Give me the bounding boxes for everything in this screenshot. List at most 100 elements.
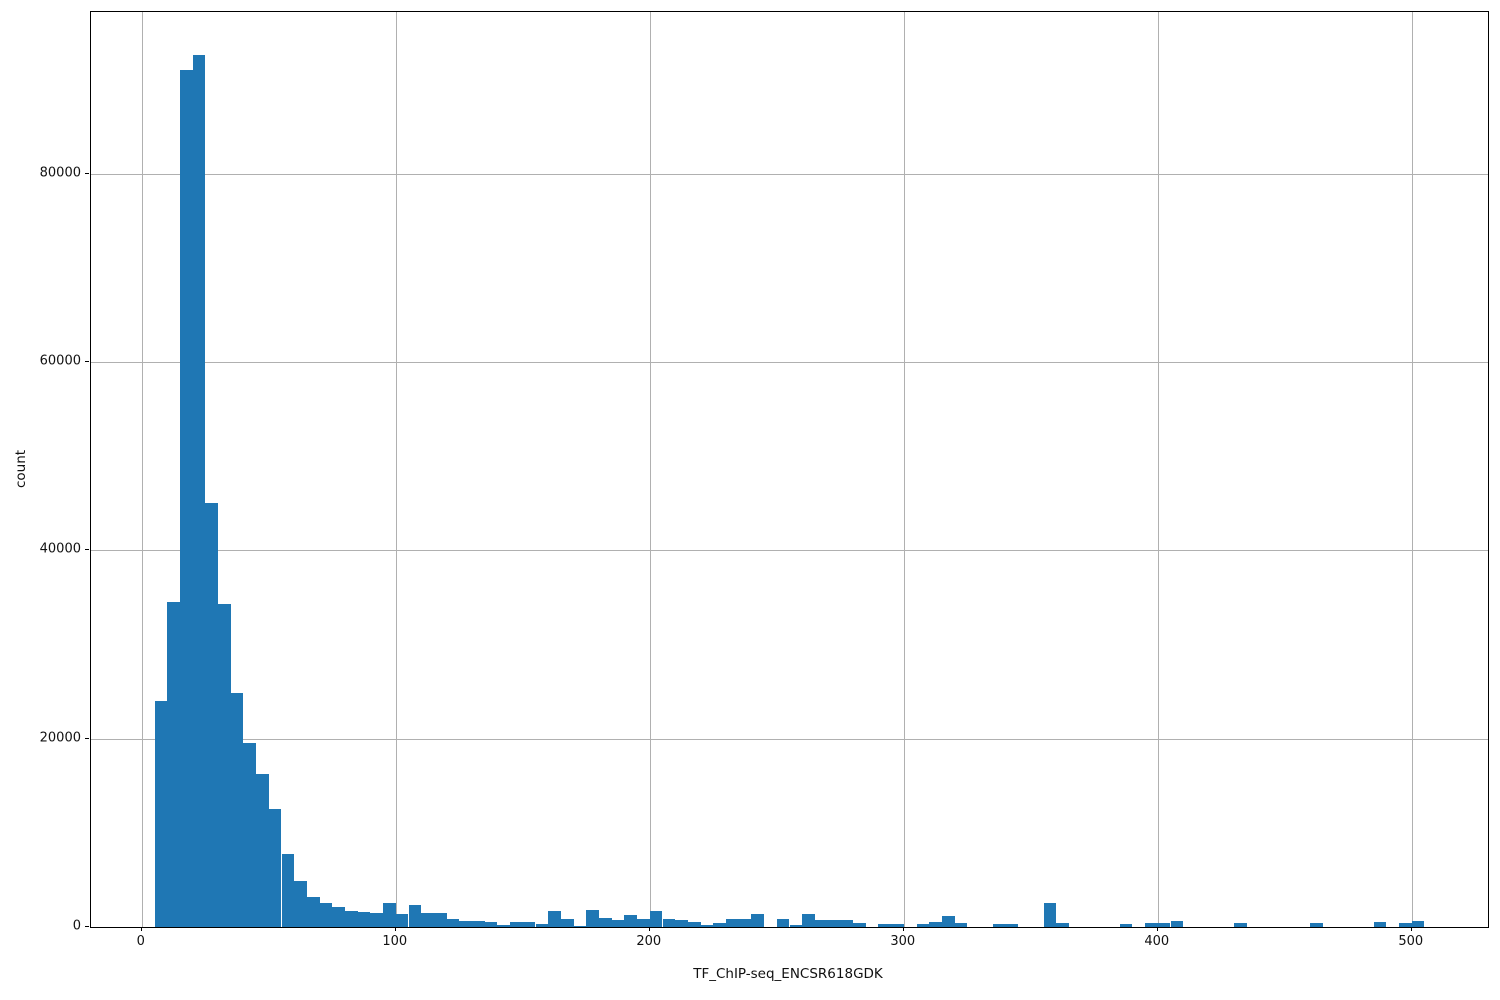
histogram-bar [675, 920, 688, 927]
histogram-bar [776, 919, 790, 927]
x-tick [394, 927, 396, 931]
y-gridline [91, 738, 1488, 740]
histogram-bar [218, 604, 231, 927]
histogram-bar [1411, 921, 1425, 927]
histogram-bar [700, 925, 714, 927]
histogram-bar [992, 923, 1006, 927]
histogram-bar [560, 918, 574, 927]
histogram-bar [789, 924, 803, 927]
y-tick [85, 737, 89, 739]
histogram-bar [1234, 923, 1247, 927]
histogram-bar [357, 912, 371, 927]
histogram-bar [383, 903, 396, 927]
x-gridline [395, 12, 397, 927]
histogram-bar [929, 921, 942, 927]
histogram-bar [154, 701, 168, 927]
y-tick-label: 0 [72, 918, 81, 934]
histogram-bar [802, 914, 815, 927]
histogram-bar [814, 920, 828, 927]
histogram-bar [954, 922, 968, 927]
histogram-bar [192, 55, 206, 927]
histogram-bar [1005, 923, 1019, 927]
histogram-bar [446, 918, 460, 927]
histogram-bar [751, 913, 765, 927]
x-gridline [141, 12, 143, 927]
x-gridline [1411, 12, 1413, 927]
histogram-bar [662, 918, 676, 927]
histogram-bar [916, 924, 930, 927]
histogram-bar [205, 503, 218, 927]
histogram-bar [827, 920, 841, 927]
x-tick-label: 500 [1398, 934, 1424, 949]
x-tick-label: 0 [136, 934, 145, 949]
histogram-bar [840, 920, 853, 927]
histogram-bar [306, 896, 320, 927]
histogram-bar [548, 911, 561, 927]
histogram-bar [522, 922, 536, 927]
y-tick [85, 172, 89, 174]
histogram-bar [268, 809, 282, 927]
histogram-bar [1043, 902, 1057, 927]
histogram-bar [408, 905, 422, 927]
histogram-bar [484, 922, 498, 927]
histogram-bar [179, 70, 193, 927]
y-axis-label: count [13, 449, 29, 489]
x-tick-label: 100 [382, 934, 408, 949]
y-tick [85, 926, 89, 927]
histogram-bar [853, 923, 866, 927]
x-tick [902, 927, 904, 931]
histogram-bar [649, 911, 663, 927]
histogram-bar [1373, 921, 1387, 927]
histogram-bar [535, 924, 549, 927]
histogram-bar [294, 880, 307, 927]
x-gridline [649, 12, 651, 927]
y-gridline [91, 550, 1488, 552]
plot-area [90, 11, 1489, 928]
y-tick [85, 361, 89, 363]
y-gridline [91, 173, 1488, 175]
x-axis-label: TF_ChIP-seq_ENCSR618GDK [693, 966, 883, 982]
x-tick-label: 200 [636, 934, 662, 949]
x-tick [1156, 927, 1158, 931]
histogram-bar [345, 911, 358, 927]
histogram-bar [713, 923, 726, 927]
histogram-bar [611, 920, 625, 927]
histogram-bar [1145, 923, 1158, 927]
histogram-bar [459, 921, 472, 927]
histogram-bar [687, 921, 701, 927]
histogram-bar [878, 923, 892, 927]
histogram-bar [624, 915, 638, 927]
histogram-bar [586, 910, 599, 927]
histogram-bar [421, 912, 434, 927]
histogram-bar [332, 907, 345, 927]
histogram-bar [573, 925, 587, 927]
histogram-bar [1310, 923, 1323, 927]
y-tick-label: 40000 [39, 541, 81, 557]
histogram-bar [395, 913, 409, 927]
histogram-bar [319, 903, 333, 927]
histogram-bar [1056, 922, 1069, 927]
x-tick [1410, 927, 1412, 931]
y-tick-label: 60000 [39, 353, 81, 369]
histogram-bar [726, 918, 739, 927]
histogram-bar [167, 602, 180, 927]
y-tick [85, 549, 89, 551]
histogram-bar [1399, 923, 1412, 927]
x-tick [140, 927, 142, 931]
y-gridline [91, 362, 1488, 364]
x-gridline [1157, 12, 1159, 927]
histogram-bar [1119, 923, 1133, 927]
x-gridline [903, 12, 905, 927]
histogram-bar [1170, 921, 1184, 927]
histogram-bar [891, 923, 904, 927]
histogram-bar [370, 912, 384, 927]
y-tick-label: 20000 [39, 730, 81, 746]
histogram-bar [433, 912, 447, 927]
histogram-bar [738, 919, 752, 927]
histogram-bar [281, 853, 295, 927]
x-tick-label: 400 [1144, 934, 1170, 949]
y-tick-label: 80000 [39, 165, 81, 181]
histogram-bar [472, 921, 485, 927]
histogram-bar [637, 919, 650, 927]
